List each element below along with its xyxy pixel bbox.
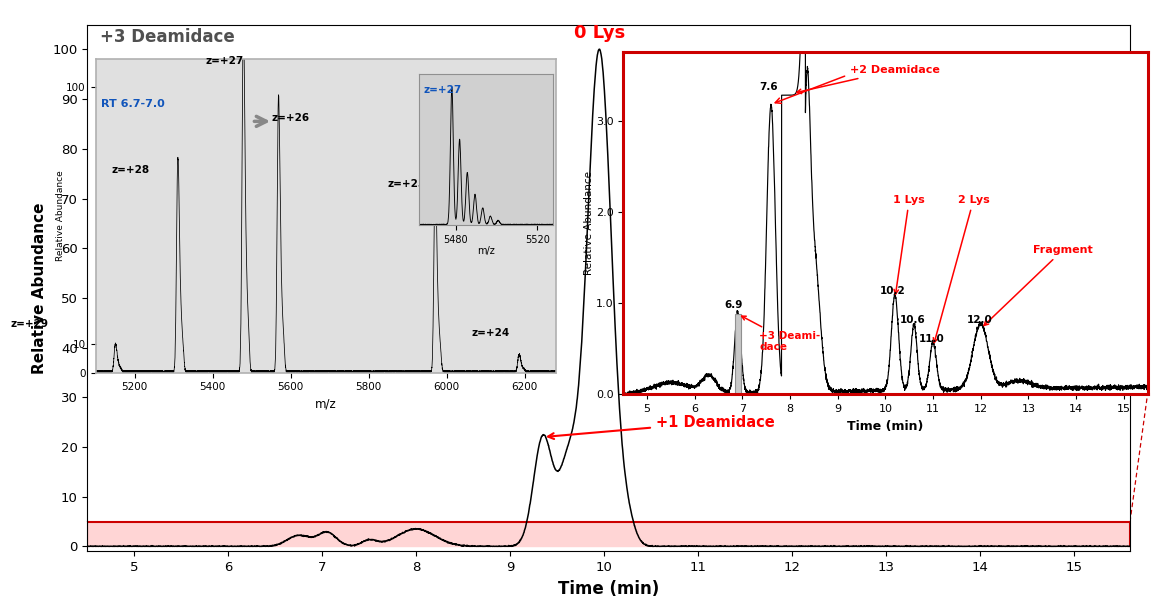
Bar bbox=[735, 314, 741, 394]
Text: RT 6.7-7.0: RT 6.7-7.0 bbox=[101, 99, 165, 109]
Text: 10.6: 10.6 bbox=[901, 315, 926, 325]
Text: 0 Lys: 0 Lys bbox=[573, 24, 624, 42]
Text: +3 Deamidace: +3 Deamidace bbox=[100, 28, 235, 46]
Text: z=+26: z=+26 bbox=[271, 113, 310, 123]
Text: z=+25: z=+25 bbox=[388, 179, 425, 189]
Text: 11.0: 11.0 bbox=[919, 334, 945, 344]
X-axis label: m/z: m/z bbox=[315, 398, 337, 411]
X-axis label: Time (min): Time (min) bbox=[847, 419, 924, 432]
Text: +1 Deamidace: +1 Deamidace bbox=[548, 415, 775, 439]
Y-axis label: Relative Abundance: Relative Abundance bbox=[585, 171, 594, 275]
Text: 7.6: 7.6 bbox=[760, 81, 778, 92]
Text: 10.2: 10.2 bbox=[880, 286, 906, 296]
Text: 1 Lys: 1 Lys bbox=[894, 195, 925, 294]
Text: 12.0: 12.0 bbox=[967, 315, 993, 325]
X-axis label: Time (min): Time (min) bbox=[558, 580, 659, 598]
Y-axis label: Relative Abundance: Relative Abundance bbox=[56, 170, 65, 261]
Text: 2 Lys: 2 Lys bbox=[933, 195, 989, 342]
Text: z=+27: z=+27 bbox=[423, 85, 461, 95]
Text: 6.9: 6.9 bbox=[725, 301, 743, 310]
Text: z=+27: z=+27 bbox=[205, 56, 243, 67]
Text: +2 Deamidace: +2 Deamidace bbox=[797, 65, 940, 94]
Text: z=+28: z=+28 bbox=[112, 164, 149, 175]
Y-axis label: Relative Abundance: Relative Abundance bbox=[31, 202, 47, 374]
Text: Fragment: Fragment bbox=[984, 245, 1093, 325]
X-axis label: m/z: m/z bbox=[478, 246, 495, 256]
Text: z=+24: z=+24 bbox=[472, 328, 510, 338]
Text: z=+29: z=+29 bbox=[10, 319, 48, 329]
Text: +3 Deami-
dace: +3 Deami- dace bbox=[742, 316, 820, 352]
